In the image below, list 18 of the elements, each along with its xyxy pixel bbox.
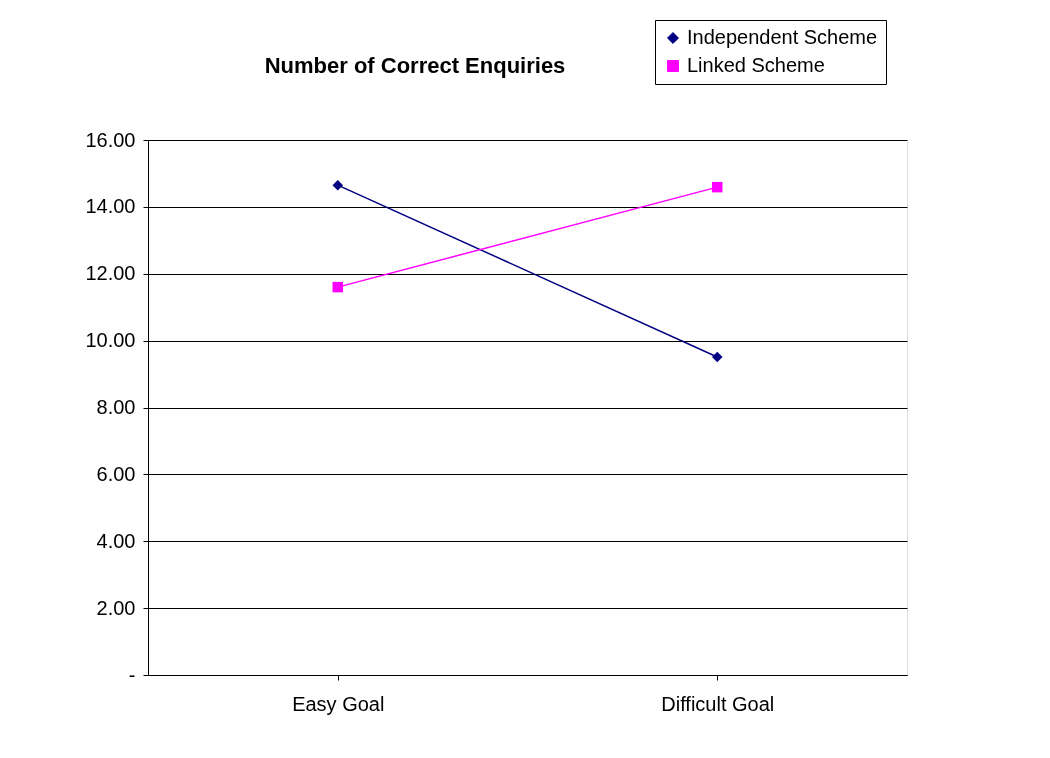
y-tick-label: 14.00 — [85, 195, 136, 218]
point — [332, 179, 343, 191]
legend-label: Independent Scheme — [687, 26, 878, 48]
y-tick-label: 12.00 — [85, 262, 136, 285]
chart-title: Number of Correct Enquiries — [264, 53, 566, 78]
y-tick-label: 8.00 — [96, 396, 136, 418]
point — [332, 281, 343, 293]
y-tick-label: 2.00 — [96, 596, 136, 619]
legend-label: Linked Scheme — [687, 54, 825, 76]
x-tick-label: Difficult Goal — [661, 692, 775, 715]
y-tick-label: 4.00 — [96, 529, 136, 552]
point — [712, 181, 723, 193]
y-tick-label: - — [128, 663, 136, 686]
y-tick-label: 10.00 — [85, 329, 136, 352]
point — [712, 351, 723, 363]
y-tick-label: 16.00 — [85, 128, 136, 151]
x-tick-label: Easy Goal — [292, 692, 385, 715]
y-tick-label: 6.00 — [96, 462, 136, 485]
